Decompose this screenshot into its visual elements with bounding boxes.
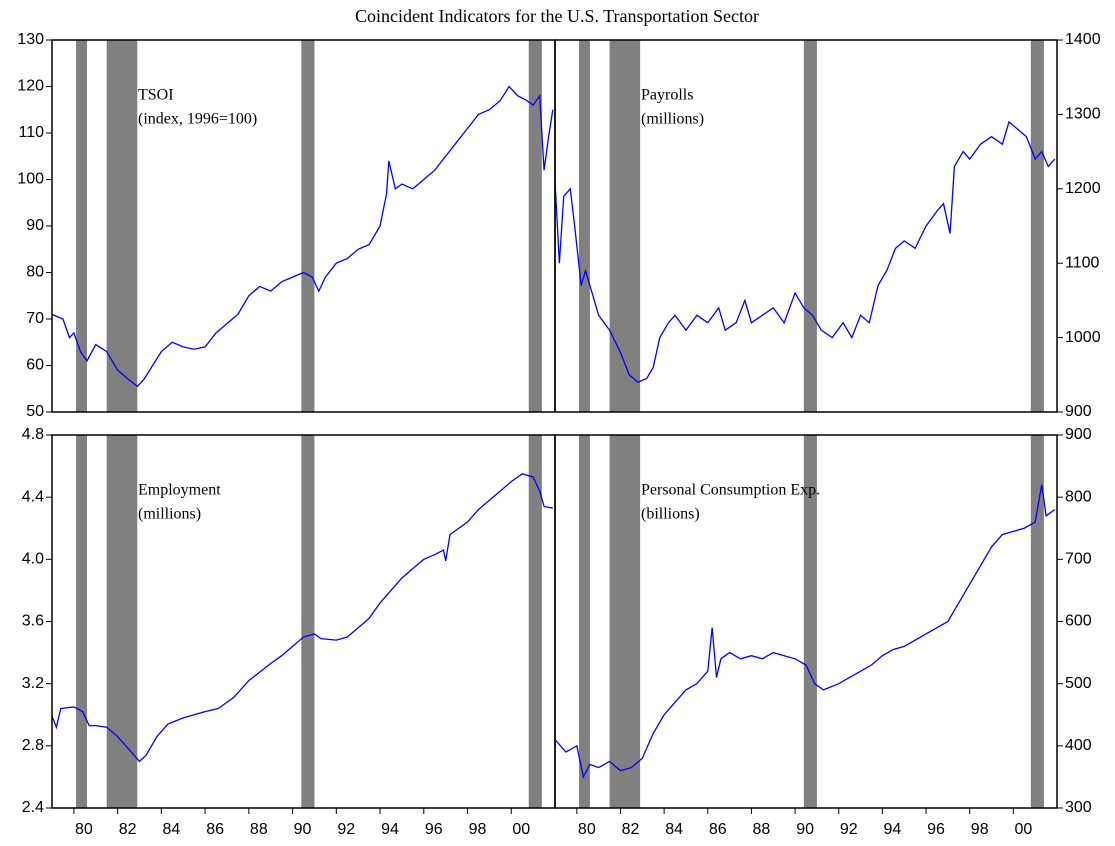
y-tick-label: 1200: [1065, 180, 1101, 197]
y-tick-label: 1400: [1065, 31, 1101, 48]
y-tick-label: 1100: [1065, 254, 1100, 271]
recession-band: [609, 435, 641, 808]
x-tick-label: 90: [294, 821, 312, 838]
panel-label: TSOI: [138, 87, 174, 104]
x-tick-label: 00: [512, 821, 530, 838]
recession-band: [803, 435, 817, 808]
y-tick-label: 90: [26, 217, 44, 234]
x-tick-label: 90: [796, 821, 814, 838]
recession-band: [1030, 40, 1044, 412]
y-tick-label: 4.0: [22, 551, 44, 568]
x-tick-label: 96: [425, 821, 443, 838]
y-tick-label: 120: [17, 78, 44, 95]
y-tick-label: 400: [1065, 737, 1092, 754]
y-tick-label: 700: [1065, 551, 1092, 568]
recession-band: [301, 435, 315, 808]
y-tick-label: 500: [1065, 675, 1092, 692]
x-tick-label: 92: [840, 821, 858, 838]
data-line: [51, 473, 553, 763]
y-tick-label: 1000: [1065, 329, 1101, 346]
y-tick-label: 110: [18, 124, 44, 141]
data-line: [554, 120, 1056, 383]
y-tick-label: 100: [17, 171, 44, 188]
x-tick-label: 94: [381, 821, 399, 838]
y-tick-label: 2.8: [22, 737, 44, 754]
y-tick-label: 1300: [1065, 106, 1101, 123]
recession-band: [579, 435, 590, 808]
panel-frame: [554, 39, 1058, 413]
x-tick-label: 84: [162, 821, 180, 838]
x-tick-label: 82: [119, 821, 137, 838]
panel-sublabel: (millions): [138, 506, 201, 523]
recession-band: [528, 40, 542, 412]
y-tick-label: 900: [1065, 403, 1092, 420]
x-tick-label: 80: [578, 821, 596, 838]
y-tick-label: 80: [26, 264, 44, 281]
recession-band: [528, 435, 542, 808]
x-tick-label: 98: [469, 821, 487, 838]
y-tick-label: 4.8: [22, 426, 44, 443]
panel-label: Payrolls: [641, 87, 693, 104]
data-line: [51, 85, 554, 388]
panel-label: Personal Consumption Exp.: [641, 482, 820, 499]
x-tick-label: 92: [337, 821, 355, 838]
y-tick-label: 3.2: [22, 675, 44, 692]
x-tick-label: 84: [665, 821, 683, 838]
x-tick-label: 88: [753, 821, 771, 838]
x-tick-label: 98: [971, 821, 989, 838]
x-tick-label: 82: [622, 821, 640, 838]
data-line: [554, 484, 1056, 779]
recession-band: [1030, 435, 1044, 808]
recession-band: [76, 435, 87, 808]
recession-band: [76, 40, 87, 412]
recession-band: [609, 40, 641, 412]
y-tick-label: 50: [26, 403, 44, 420]
x-tick-label: 80: [75, 821, 93, 838]
y-tick-label: 130: [17, 31, 44, 48]
recession-band: [106, 435, 138, 808]
panel-sublabel: (millions): [641, 111, 704, 128]
y-tick-label: 300: [1065, 799, 1092, 816]
panel-sublabel: (index, 1996=100): [138, 111, 257, 128]
y-tick-label: 800: [1065, 488, 1092, 505]
chart-title: Coincident Indicators for the U.S. Trans…: [355, 6, 759, 26]
panel-label: Employment: [138, 482, 221, 499]
x-tick-label: 86: [709, 821, 727, 838]
y-tick-label: 4.4: [22, 488, 44, 505]
y-tick-label: 2.4: [22, 799, 44, 816]
x-tick-label: 96: [927, 821, 945, 838]
y-tick-label: 60: [26, 357, 44, 374]
panel-sublabel: (billions): [641, 506, 700, 523]
recession-band: [579, 40, 590, 412]
x-tick-label: 88: [250, 821, 268, 838]
x-tick-label: 86: [206, 821, 224, 838]
y-tick-label: 600: [1065, 613, 1092, 630]
y-tick-label: 900: [1065, 426, 1092, 443]
recession-band: [106, 40, 138, 412]
y-tick-label: 3.6: [22, 613, 44, 630]
recession-band: [301, 40, 315, 412]
x-tick-label: 00: [1014, 821, 1032, 838]
y-tick-label: 70: [26, 310, 44, 327]
recession-band: [803, 40, 817, 412]
x-tick-label: 94: [883, 821, 901, 838]
